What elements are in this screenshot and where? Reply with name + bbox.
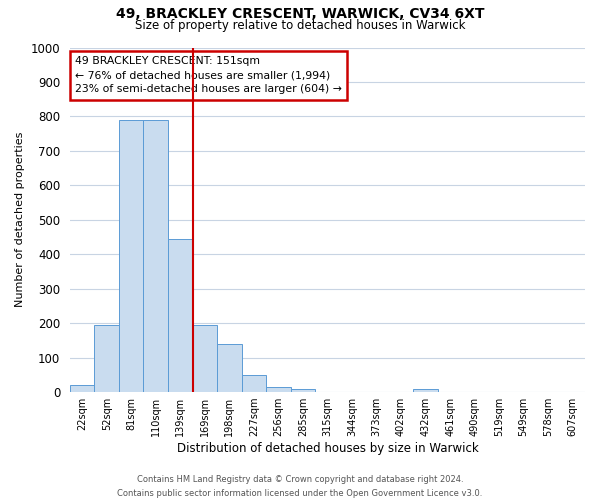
Text: Size of property relative to detached houses in Warwick: Size of property relative to detached ho…: [135, 18, 465, 32]
Bar: [242, 375, 266, 392]
Bar: [217, 344, 242, 392]
Y-axis label: Number of detached properties: Number of detached properties: [15, 132, 25, 308]
Bar: [143, 120, 168, 392]
Bar: [168, 238, 193, 392]
Bar: [413, 388, 438, 392]
Text: Contains HM Land Registry data © Crown copyright and database right 2024.
Contai: Contains HM Land Registry data © Crown c…: [118, 476, 482, 498]
Bar: [119, 120, 143, 392]
Text: 49 BRACKLEY CRESCENT: 151sqm
← 76% of detached houses are smaller (1,994)
23% of: 49 BRACKLEY CRESCENT: 151sqm ← 76% of de…: [75, 56, 342, 94]
Bar: [70, 385, 94, 392]
Bar: [290, 388, 315, 392]
Bar: [94, 325, 119, 392]
Bar: [266, 387, 290, 392]
Bar: [193, 325, 217, 392]
X-axis label: Distribution of detached houses by size in Warwick: Distribution of detached houses by size …: [176, 442, 478, 455]
Text: 49, BRACKLEY CRESCENT, WARWICK, CV34 6XT: 49, BRACKLEY CRESCENT, WARWICK, CV34 6XT: [116, 8, 484, 22]
